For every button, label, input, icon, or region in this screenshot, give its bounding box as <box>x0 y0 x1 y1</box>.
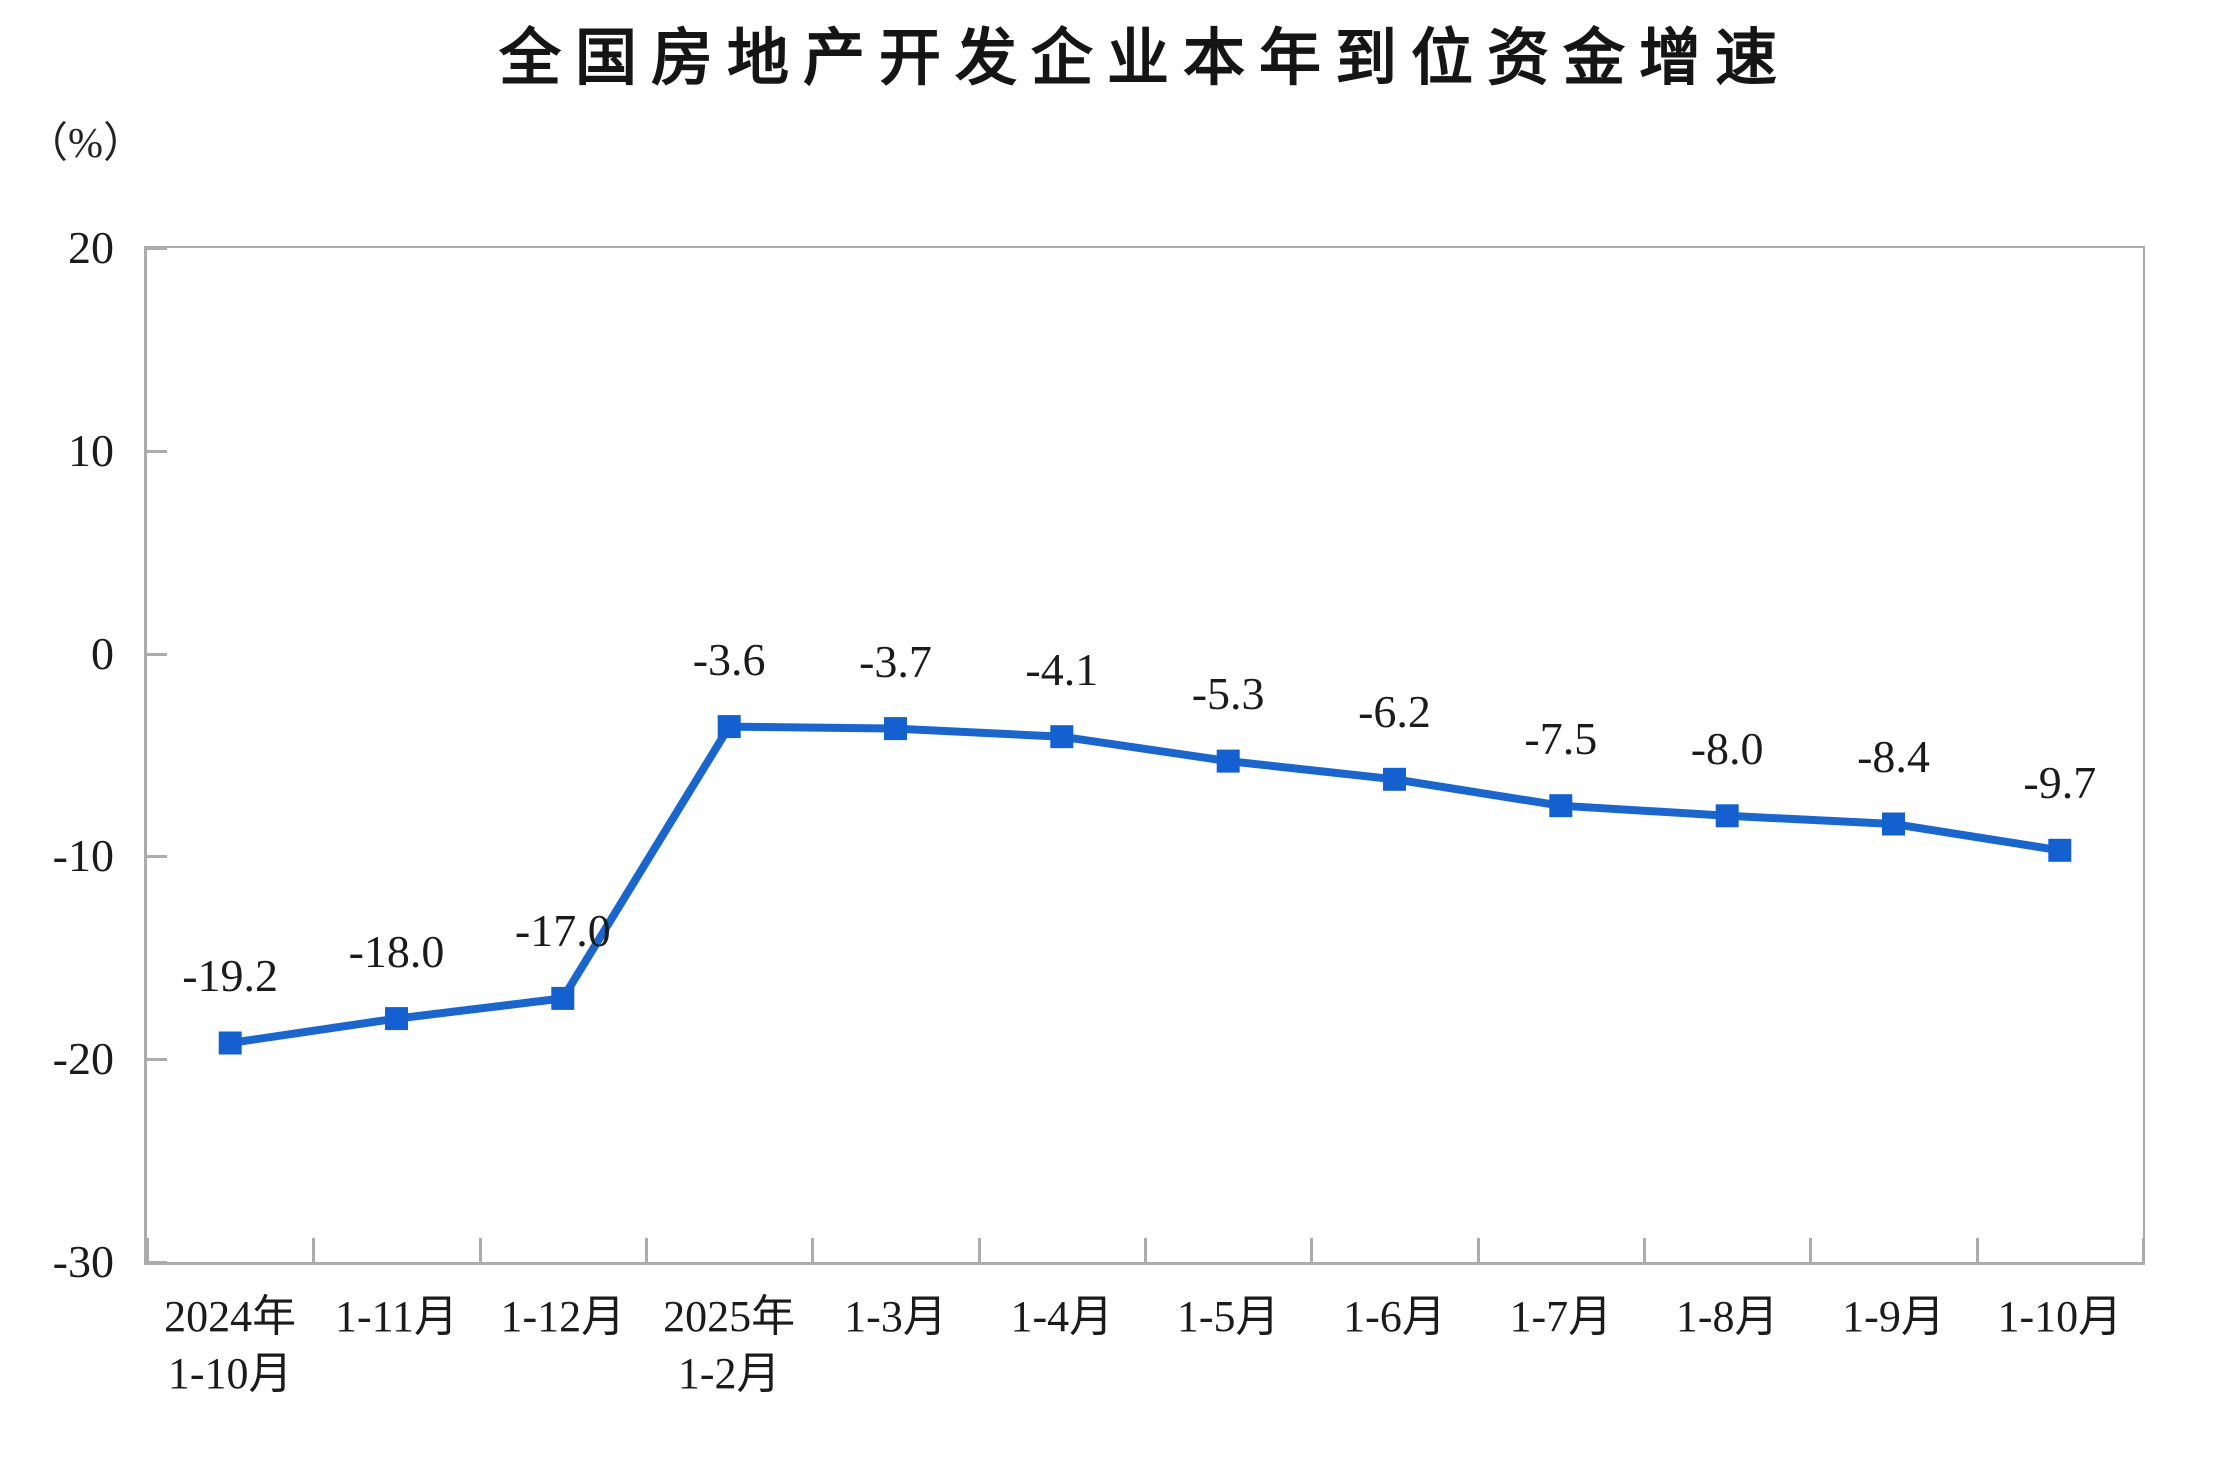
chart-title: 全国房地产开发企业本年到位资金增速 <box>498 24 1791 93</box>
data-point-marker <box>884 717 907 741</box>
x-tick-mark <box>478 1238 482 1262</box>
plot-area <box>144 246 2145 1265</box>
x-category-label-line: 1-7月 <box>1509 1292 1613 1341</box>
y-tick-mark <box>147 247 167 250</box>
data-point-marker <box>551 986 575 1010</box>
data-point-marker <box>1715 804 1739 828</box>
data-value-label: -7.5 <box>1524 712 1598 764</box>
data-point-marker <box>1549 794 1573 818</box>
y-axis-unit-label: （%） <box>26 121 145 167</box>
x-category-label-line: 1-10月 <box>1997 1292 2123 1341</box>
x-category-label-line: 1-9月 <box>1842 1292 1945 1341</box>
y-tick-mark <box>147 855 167 859</box>
x-category-label: 1-3月 <box>844 1288 947 1345</box>
x-category-label-line: 1-8月 <box>1675 1292 1779 1341</box>
data-point-marker <box>717 715 741 739</box>
x-category-label: 1-9月 <box>1842 1288 1945 1345</box>
y-tick-mark <box>147 652 167 656</box>
x-category-label-line: 1-4月 <box>1010 1292 1114 1341</box>
y-tick-label: -20 <box>52 1033 114 1085</box>
data-point-marker <box>385 1007 408 1031</box>
x-category-label-line: 1-6月 <box>1343 1292 1446 1341</box>
x-category-label-line: 1-12月 <box>500 1292 626 1341</box>
x-tick-mark <box>811 1238 815 1262</box>
data-value-label: -9.7 <box>2023 757 2097 809</box>
y-tick-mark <box>147 1261 167 1264</box>
x-tick-mark <box>1643 1238 1646 1262</box>
x-category-label: 1-12月 <box>501 1288 626 1345</box>
x-tick-mark <box>977 1238 981 1262</box>
x-tick-mark <box>1476 1238 1480 1262</box>
y-tick-label: 20 <box>68 222 114 273</box>
x-category-label-line: 1-2月 <box>677 1349 781 1398</box>
data-value-label: -18.0 <box>348 925 445 977</box>
y-tick-label: 10 <box>68 424 114 476</box>
x-tick-mark <box>1144 1238 1147 1262</box>
x-category-label: 1-11月 <box>335 1288 458 1345</box>
x-category-label-line: 2025年 <box>663 1292 796 1341</box>
data-value-label: -19.2 <box>182 949 279 1001</box>
series-polyline <box>229 722 2061 1047</box>
data-value-label: -5.3 <box>1191 668 1265 720</box>
data-value-label: -6.2 <box>1358 686 1431 738</box>
data-value-label: -4.1 <box>1025 643 1099 695</box>
y-tick-label: 0 <box>91 627 114 679</box>
y-tick-mark <box>147 449 167 453</box>
x-tick-mark <box>1310 1238 1314 1262</box>
x-category-label: 1-7月 <box>1510 1288 1613 1345</box>
x-category-label-line: 1-11月 <box>334 1292 459 1341</box>
x-category-label: 2025年 1-2月 <box>663 1288 795 1402</box>
data-point-marker <box>1050 725 1074 749</box>
data-value-label: -17.0 <box>514 905 611 957</box>
x-category-label-line: 1-10月 <box>167 1349 293 1398</box>
data-value-label: -3.7 <box>859 635 932 687</box>
y-tick-label: -10 <box>52 830 114 882</box>
y-tick-label: -30 <box>52 1236 114 1287</box>
data-point-marker <box>2048 838 2072 862</box>
x-category-label: 1-6月 <box>1343 1288 1446 1345</box>
data-value-label: -3.6 <box>692 633 766 685</box>
x-category-label-line: 2024年 <box>164 1292 297 1341</box>
x-category-label: 1-8月 <box>1676 1288 1779 1345</box>
x-tick-mark <box>146 1238 149 1262</box>
data-value-label: -8.4 <box>1857 730 1930 782</box>
line-series <box>218 715 2072 1055</box>
x-category-label: 2024年 1-10月 <box>164 1288 296 1402</box>
x-tick-mark <box>645 1238 648 1262</box>
x-category-label-line: 1-5月 <box>1176 1292 1280 1341</box>
x-tick-mark <box>1975 1238 1979 1262</box>
data-value-label: -8.0 <box>1690 722 1764 774</box>
x-category-label-line: 1-3月 <box>844 1292 947 1341</box>
x-tick-mark <box>312 1238 316 1262</box>
x-tick-mark <box>2142 1238 2145 1262</box>
x-tick-mark <box>1809 1238 1813 1262</box>
x-category-label: 1-5月 <box>1177 1288 1280 1345</box>
x-category-label: 1-4月 <box>1011 1288 1114 1345</box>
data-point-marker <box>1383 767 1406 791</box>
data-point-marker <box>218 1031 242 1055</box>
data-point-marker <box>1216 749 1240 773</box>
y-tick-mark <box>147 1058 167 1062</box>
x-category-label: 1-10月 <box>1998 1288 2123 1345</box>
data-point-marker <box>1882 812 1905 836</box>
